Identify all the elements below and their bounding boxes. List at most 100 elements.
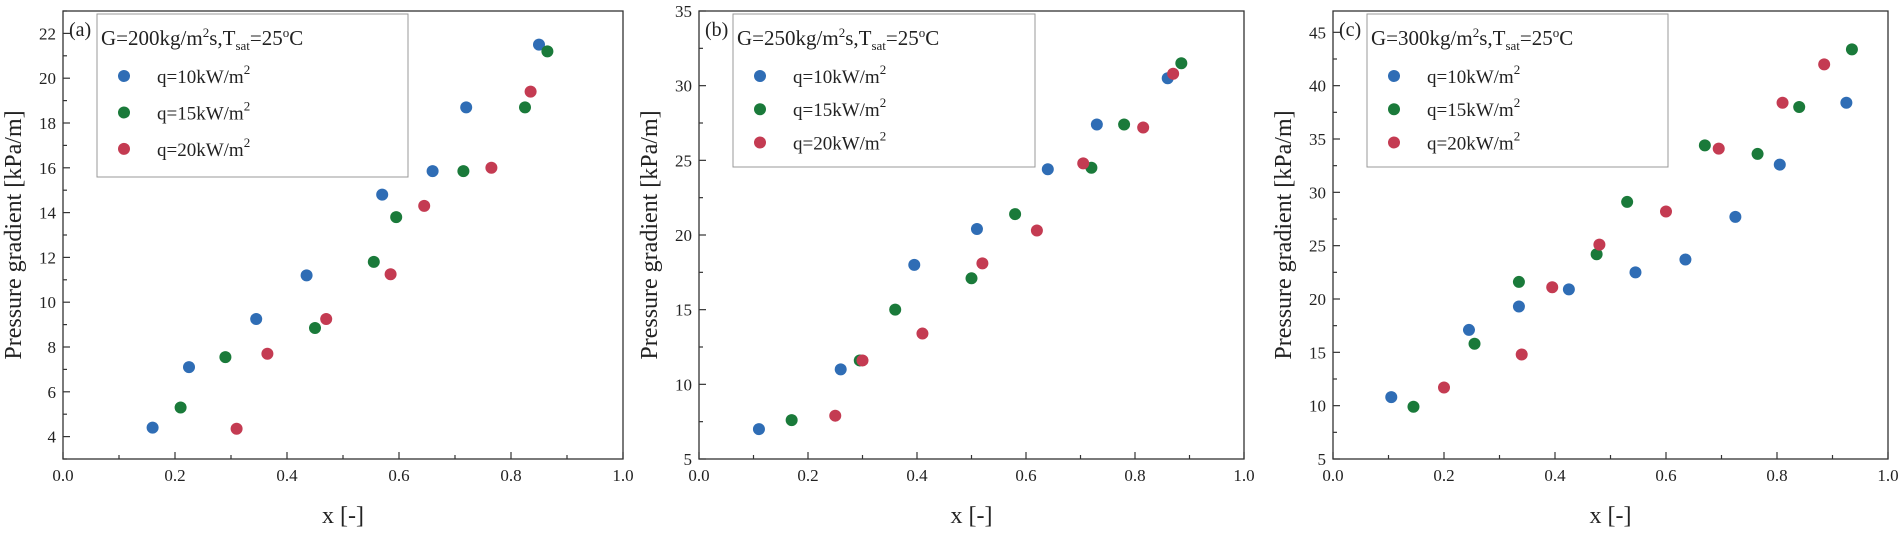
y-tick-label-c: 30 xyxy=(1309,183,1326,202)
data-point-q10 xyxy=(1512,300,1525,313)
data-point-q20 xyxy=(976,257,989,270)
y-tick-label-a: 14 xyxy=(39,204,57,223)
chart-panel-c: 0.0 0.2 0.4 0.6 0.8 1.0 5 10 15 20 25 30 35 40 45 x [-]… xyxy=(1271,10,1899,529)
data-point-q20 xyxy=(418,199,431,212)
legend-label-main: q=10kW/m xyxy=(157,67,244,88)
legend-title-c: C xyxy=(289,26,303,50)
data-point-q10 xyxy=(1562,283,1575,296)
legend-title-s: s,T xyxy=(209,26,235,50)
data-point-q15 xyxy=(1621,195,1634,208)
legend-title-eq: =25 xyxy=(1520,26,1553,50)
data-point-q15 xyxy=(390,211,403,224)
legend-title-s: s,T xyxy=(845,26,871,50)
legend-label-main: q=15kW/m xyxy=(1427,100,1514,121)
y-tick-label-c: 25 xyxy=(1309,237,1326,256)
data-point-q20 xyxy=(1660,205,1672,218)
data-point-q20 xyxy=(485,161,498,174)
data-point-q15 xyxy=(785,414,798,427)
data-point-q15 xyxy=(519,101,531,114)
x-tick-label-a: 1.0 xyxy=(612,466,633,485)
data-point-q10 xyxy=(300,269,313,282)
x-axis-label-b: x [-] xyxy=(951,503,993,529)
x-tick-label-b: 0.8 xyxy=(1124,466,1145,485)
data-point-q15 xyxy=(1468,337,1481,350)
legend-label-main: q=20kW/m xyxy=(1427,133,1514,154)
data-point-q10 xyxy=(1840,96,1853,109)
legend-title-sup: 2 xyxy=(203,25,210,40)
data-point-q20 xyxy=(1077,157,1090,170)
data-point-q20 xyxy=(1137,121,1150,134)
data-point-q10 xyxy=(1773,158,1786,171)
data-point-q10 xyxy=(250,313,263,325)
data-point-q15 xyxy=(1751,147,1764,160)
x-tick-label-c: 1.0 xyxy=(1877,466,1898,485)
legend-marker-q15 xyxy=(754,103,766,116)
x-tick-label-b: 0.0 xyxy=(688,466,709,485)
legend-title-b: G=250kg/m2s,Tsat=25oC xyxy=(737,25,939,53)
data-point-q20 xyxy=(1030,224,1043,237)
legend-label-sup: 2 xyxy=(880,128,887,143)
data-point-q10 xyxy=(1729,210,1742,223)
data-point-q10 xyxy=(183,361,195,374)
data-point-q20 xyxy=(1515,348,1528,361)
legend-title-sup: 2 xyxy=(1473,25,1480,40)
panel-label-a: (a) xyxy=(69,19,91,41)
data-point-q15 xyxy=(1407,400,1420,413)
legend-label-main: q=10kW/m xyxy=(793,67,880,88)
legend-marker-q20 xyxy=(1388,136,1400,149)
x-tick-label-b: 0.6 xyxy=(1015,466,1036,485)
legend-marker-q20 xyxy=(118,142,130,155)
legend-label-q10: q=10kW/m2 xyxy=(793,62,886,88)
y-tick-label-b: 20 xyxy=(675,226,692,245)
y-tick-label-a: 16 xyxy=(39,159,56,178)
legend-label-q15: q=15kW/m2 xyxy=(157,98,250,124)
chart-panel-b: 0.0 0.2 0.4 0.6 0.8 1.0 5 10 15 20 25 30 35 x [-] Pres… xyxy=(637,2,1255,529)
legend-marker-q10 xyxy=(1388,70,1400,82)
data-point-q20 xyxy=(1712,142,1725,155)
legend-label-sup: 2 xyxy=(880,62,887,77)
y-axis-label-b: Pressure gradient [kPa/m] xyxy=(637,110,663,359)
x-tick-label-a: 0.2 xyxy=(164,466,185,485)
legend-title-c: C xyxy=(1559,26,1573,50)
y-tick-label-b: 15 xyxy=(675,301,692,320)
data-point-q10 xyxy=(1090,118,1103,131)
legend-label-main: q=15kW/m xyxy=(793,100,880,121)
data-point-q20 xyxy=(829,409,842,422)
legend-title-c: G=300kg/m2s,Tsat=25oC xyxy=(1371,25,1573,53)
y-tick-label-c: 45 xyxy=(1309,23,1326,42)
legend-title-deg: o xyxy=(283,25,290,40)
legend-title-s: s,T xyxy=(1479,26,1505,50)
legend-title-sub: sat xyxy=(235,38,250,53)
y-tick-label-b: 25 xyxy=(675,151,692,170)
legend-box-b xyxy=(732,13,1036,168)
data-point-q10 xyxy=(752,423,765,436)
legend-title-g: G=300kg/m xyxy=(1371,26,1473,50)
legend-title-sub: sat xyxy=(871,38,886,53)
data-point-q15 xyxy=(174,401,187,414)
y-axis-label-a: Pressure gradient [kPa/m] xyxy=(1,110,27,359)
y-tick-label-a: 6 xyxy=(48,383,57,402)
legend-label-q15: q=15kW/m2 xyxy=(1427,95,1520,121)
x-tick-label-b: 1.0 xyxy=(1233,466,1254,485)
data-point-q20 xyxy=(916,327,929,340)
y-axis-label-c: Pressure gradient [kPa/m] xyxy=(1271,110,1297,359)
x-tick-label-a: 0.4 xyxy=(276,466,298,485)
data-point-q10 xyxy=(1462,323,1475,336)
data-point-q10 xyxy=(376,188,389,201)
data-point-q20 xyxy=(320,313,333,325)
x-tick-label-c: 0.0 xyxy=(1322,466,1343,485)
legend-marker-q15 xyxy=(118,106,130,119)
y-tick-label-c: 15 xyxy=(1309,343,1326,362)
legend-label-q10: q=10kW/m2 xyxy=(157,62,250,88)
data-point-q15 xyxy=(1698,139,1711,152)
y-tick-label-b: 10 xyxy=(675,375,692,394)
x-tick-label-c: 0.2 xyxy=(1433,466,1454,485)
legend-label-sup: 2 xyxy=(1514,62,1521,77)
data-point-q10 xyxy=(908,258,921,271)
legend-label-sup: 2 xyxy=(880,95,887,110)
x-tick-label-b: 0.4 xyxy=(906,466,928,485)
legend-label-q15: q=15kW/m2 xyxy=(793,95,886,121)
y-tick-label-b: 5 xyxy=(684,450,693,469)
